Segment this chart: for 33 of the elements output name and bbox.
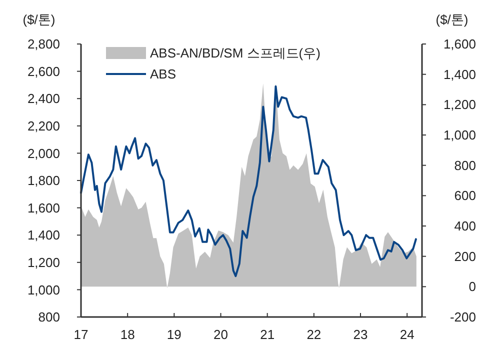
y-axis-title: ($/톤) [22, 12, 56, 27]
y-tick-label: 2,000 [27, 146, 60, 161]
y-tick-label: 1,000 [27, 282, 60, 298]
y-tick-label: 2,200 [27, 118, 60, 134]
y2-tick-label: 400 [454, 218, 476, 234]
x-tick-label: 19 [166, 327, 182, 342]
x-tick-label: 18 [120, 327, 135, 342]
y2-tick-label: 1,400 [443, 66, 476, 82]
legend-label: ABS-AN/BD/SM 스프레드(우) [150, 46, 320, 61]
x-tick-label: 20 [214, 327, 228, 342]
x-tick-label: 24 [400, 327, 414, 342]
y2-tick-label: 1,200 [443, 97, 476, 112]
y2-tick-label: 0 [468, 279, 476, 294]
y2-tick-label: -200 [450, 310, 476, 325]
y2-tick-label: 1,600 [443, 36, 476, 52]
x-tick-label: 21 [260, 327, 275, 342]
x-tick-label: 22 [306, 327, 322, 342]
y2-axis-title: ($/톤) [436, 12, 468, 27]
y-tick-label: 800 [38, 310, 60, 325]
y-tick-label: 1,200 [27, 254, 60, 270]
x-tick-label: 23 [353, 327, 368, 342]
y-tick-label: 1,600 [27, 200, 60, 216]
y-tick-label: 1,400 [27, 228, 60, 243]
legend-label: ABS [150, 66, 176, 82]
y-tick-label: 2,400 [27, 91, 60, 106]
y2-tick-label: 600 [454, 188, 476, 204]
x-tick-label: 17 [74, 327, 88, 342]
y2-tick-label: 800 [454, 158, 476, 173]
y-tick-label: 2,600 [27, 64, 60, 79]
y2-tick-label: 1,000 [443, 128, 476, 143]
y-tick-label: 1,800 [27, 173, 60, 188]
y-tick-label: 2,800 [27, 36, 60, 52]
y2-tick-label: 200 [454, 248, 476, 264]
